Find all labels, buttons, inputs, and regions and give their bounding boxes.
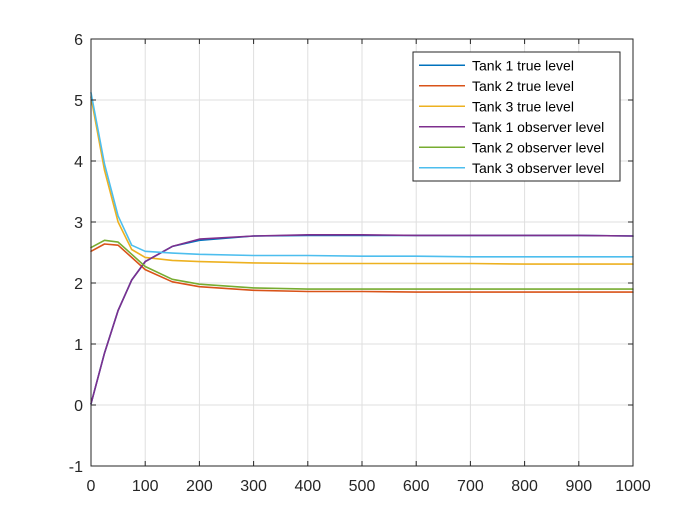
legend-label: Tank 2 observer level: [472, 139, 604, 155]
x-tick-label: 300: [240, 478, 267, 495]
x-tick-label: 400: [294, 478, 321, 495]
x-tick-label: 500: [349, 478, 376, 495]
y-tick-label: 6: [74, 32, 83, 49]
x-tick-label: 600: [403, 478, 430, 495]
legend-label: Tank 3 observer level: [472, 160, 604, 176]
series-line-6: [90, 91, 634, 258]
y-tick-label: 0: [74, 398, 83, 415]
ticks: 0 100 200 300 400 500 600 700 800 900 1000-1012345…: [69, 32, 651, 495]
y-tick-label: 2: [74, 276, 83, 293]
y-tick-label: 1: [74, 337, 83, 354]
legend-label: Tank 3 true level: [472, 98, 574, 114]
legend-label: Tank 1 observer level: [472, 119, 604, 135]
x-tick-label: 0: [87, 478, 96, 495]
y-tick-label: 3: [74, 215, 83, 232]
series-line-2: [90, 243, 634, 293]
legend-label: Tank 2 true level: [472, 78, 574, 94]
y-tick-label: -1: [69, 459, 83, 476]
series-line-5: [90, 239, 634, 290]
series-line-4: [90, 234, 634, 405]
x-tick-label: 200: [186, 478, 213, 495]
series-layer: [90, 91, 634, 405]
series-line-3: [90, 96, 634, 265]
x-tick-label: 700: [457, 478, 484, 495]
x-tick-label: 100: [132, 478, 159, 495]
x-tick-label: 800: [511, 478, 538, 495]
y-tick-label: 4: [74, 154, 83, 171]
y-tick-label: 5: [74, 93, 83, 110]
legend: Tank 1 true level Tank 2 true level Tank 3…: [412, 51, 621, 182]
legend-label: Tank 1 true level: [472, 57, 574, 73]
legend-box: [412, 51, 621, 182]
x-tick-label: 900: [565, 478, 592, 495]
x-tick-label: 1000: [615, 478, 651, 495]
